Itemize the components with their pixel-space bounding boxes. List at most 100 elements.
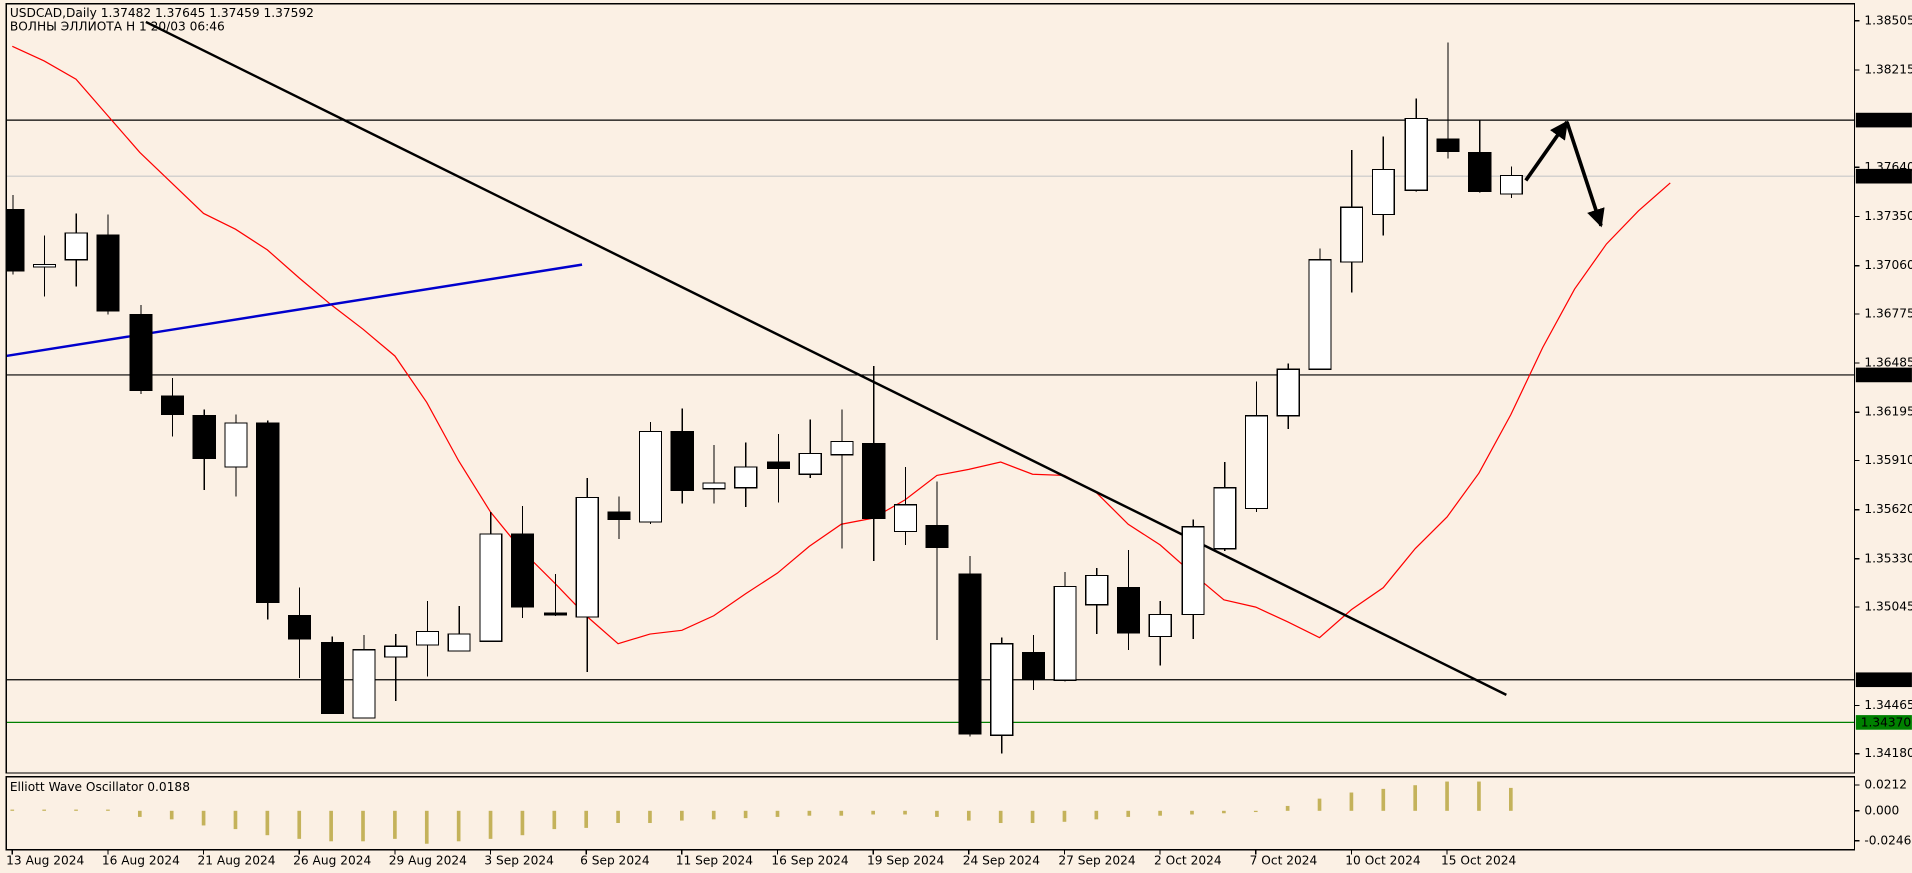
x-tick-label: 15 Oct 2024 <box>1441 853 1517 867</box>
candle-body <box>925 524 949 549</box>
price-label-box <box>1855 168 1912 184</box>
oscillator-bar <box>74 809 78 811</box>
oscillator-bar <box>329 810 333 842</box>
oscillator-bar <box>137 810 142 817</box>
x-tick-label: 19 Sep 2024 <box>867 853 944 867</box>
candle-body <box>767 461 791 469</box>
candle-body <box>287 615 312 640</box>
candle-body <box>96 234 120 312</box>
candle-body <box>734 466 758 489</box>
oscillator-bar <box>424 810 429 844</box>
moving-average <box>12 45 1671 645</box>
candle-body <box>702 482 726 490</box>
oscillator-bar <box>42 809 46 811</box>
candle-body <box>256 422 280 603</box>
oscillator-bar <box>520 810 525 836</box>
y-tick-label: 1.38505 <box>1864 13 1912 27</box>
oscillator-bar <box>10 809 15 811</box>
oscillator-bar <box>1158 810 1162 816</box>
trendline <box>6 263 583 358</box>
x-tick-label: 16 Aug 2024 <box>102 853 180 867</box>
oscillator-bar <box>1381 788 1386 811</box>
price-label: 1.34623 <box>1861 673 1911 687</box>
candle-body <box>1371 168 1395 216</box>
y-tick-label: 0.0212 <box>1864 777 1907 791</box>
candle-body <box>1276 368 1300 417</box>
oscillator-bar <box>584 810 589 828</box>
y-tick-label: 1.35910 <box>1864 453 1912 467</box>
x-tick-label: 26 Aug 2024 <box>293 853 371 867</box>
y-tick-label: 1.37060 <box>1864 258 1912 272</box>
x-tick-label: 10 Oct 2024 <box>1345 853 1421 867</box>
candle-body <box>1499 174 1523 195</box>
candle-body <box>192 415 216 460</box>
oscillator-bar <box>1317 798 1322 811</box>
oscillator-bar <box>998 810 1003 824</box>
oscillator-bar <box>1126 810 1131 817</box>
candle-body <box>1213 487 1237 550</box>
x-tick-label: 6 Sep 2024 <box>580 853 650 867</box>
candle-body <box>1085 574 1109 606</box>
price-label: 1.36417 <box>1861 368 1911 382</box>
candle-body <box>798 452 822 475</box>
y-tick-label: 1.36485 <box>1864 356 1912 370</box>
oscillator-title: Elliott Wave Oscillator 0.0188 <box>10 780 190 794</box>
y-tick-label: 1.34465 <box>1864 698 1912 712</box>
oscillator-bar <box>1062 810 1067 822</box>
oscillator-bar <box>616 810 620 824</box>
candle-body <box>1404 117 1428 191</box>
x-tick-label: 16 Sep 2024 <box>771 853 848 867</box>
oscillator-bar <box>711 810 716 820</box>
y-tick-label: 1.34180 <box>1864 746 1912 760</box>
arrow <box>1524 120 1569 182</box>
candle-body <box>1148 613 1172 638</box>
oscillator-bar <box>1222 810 1226 814</box>
y-tick-label: -0.0246 <box>1864 833 1911 847</box>
candle-body <box>447 633 471 652</box>
candle-body <box>415 630 440 646</box>
candle-body <box>129 314 153 391</box>
candle-body <box>1308 259 1332 370</box>
oscillator-bar <box>265 810 270 836</box>
candle-body <box>224 422 248 468</box>
candle-body <box>1116 587 1141 634</box>
oscillator-bar <box>169 810 174 820</box>
price-label-box <box>1855 112 1912 128</box>
oscillator-bar <box>361 810 365 842</box>
candle-body <box>320 641 344 714</box>
candle-body <box>1053 585 1077 681</box>
candle-body <box>1244 415 1269 510</box>
candle-body <box>862 443 886 519</box>
oscillator-bar <box>680 810 684 821</box>
price-frame <box>5 3 1856 774</box>
candle-body <box>64 232 88 261</box>
chart-subtitle: ВОЛНЫ ЭЛЛИОТА H 1 20/03 06:46 <box>10 19 225 33</box>
y-tick-label: 1.35620 <box>1864 502 1912 516</box>
x-tick-label: 7 Oct 2024 <box>1250 853 1318 867</box>
y-tick-label: 1.36195 <box>1864 405 1912 419</box>
x-tick-label: 24 Sep 2024 <box>963 853 1040 867</box>
oscillator-bar <box>552 810 557 830</box>
oscillator-bar <box>743 810 748 819</box>
y-tick-label: 1.38215 <box>1864 62 1912 76</box>
oscillator-bar <box>201 810 206 826</box>
x-tick-label: 2 Oct 2024 <box>1154 853 1222 867</box>
x-tick-label: 21 Aug 2024 <box>197 853 275 867</box>
oscillator-bar <box>648 810 652 824</box>
oscillator-bar <box>966 810 971 821</box>
x-tick-label: 29 Aug 2024 <box>389 853 467 867</box>
candle-body <box>893 504 917 533</box>
oscillator-bar <box>456 810 461 842</box>
oscillator-bar <box>1030 810 1035 824</box>
candle-body <box>575 496 599 618</box>
y-tick-label: 1.36775 <box>1864 306 1912 320</box>
candle-body <box>6 209 25 272</box>
oscillator-bar <box>1509 787 1513 811</box>
candle-body <box>638 430 663 523</box>
oscillator-bar <box>233 810 238 830</box>
candle-body <box>1436 138 1460 152</box>
candle-body <box>607 511 631 520</box>
